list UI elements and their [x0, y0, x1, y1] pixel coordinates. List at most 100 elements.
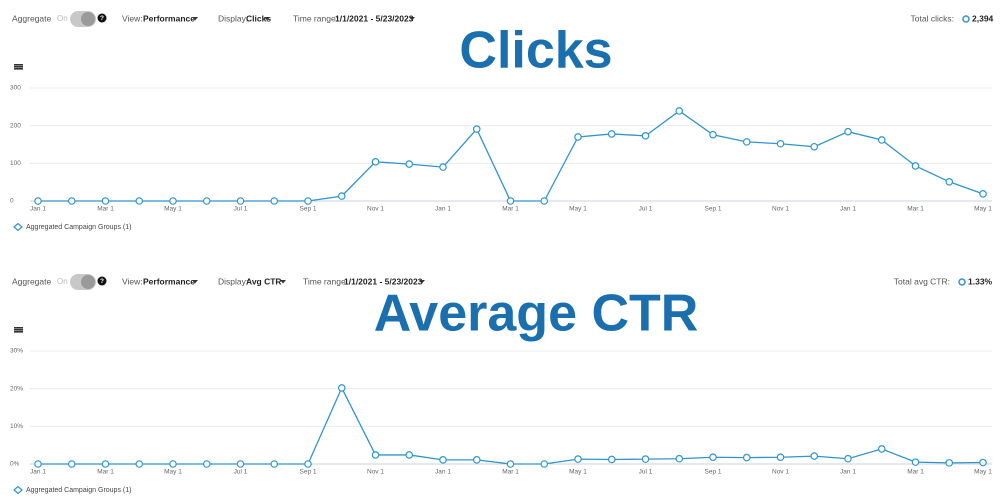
data-point[interactable]: [101, 460, 110, 468]
data-point[interactable]: [979, 458, 987, 467]
data-point[interactable]: [877, 136, 886, 144]
series-line: [38, 110, 984, 202]
data-point[interactable]: [506, 197, 515, 205]
data-point[interactable]: [337, 384, 346, 392]
data-point[interactable]: [742, 453, 751, 462]
menu-icon-bar: [14, 331, 23, 333]
data-point[interactable]: [270, 460, 279, 468]
x-tick-label: Jul 1: [234, 469, 248, 476]
data-point[interactable]: [371, 158, 380, 166]
range-value[interactable]: 1/1/2021 - 5/23/2023: [344, 276, 423, 286]
data-point[interactable]: [709, 130, 717, 139]
data-point[interactable]: [34, 197, 42, 205]
data-point[interactable]: [607, 455, 616, 464]
data-point[interactable]: [844, 454, 852, 463]
data-point[interactable]: [405, 451, 414, 459]
x-tick-label: Jan 1: [435, 206, 451, 213]
data-point[interactable]: [304, 197, 312, 205]
toggle-state: On: [57, 14, 68, 23]
data-point[interactable]: [506, 460, 515, 468]
data-point[interactable]: [34, 460, 42, 468]
x-tick-label: Nov 1: [772, 469, 789, 476]
x-tick-label: Mar 1: [502, 206, 519, 213]
toggle-knob: [81, 275, 95, 289]
y-tick-label: 10%: [10, 423, 23, 430]
data-point[interactable]: [472, 125, 481, 133]
data-point[interactable]: [877, 445, 886, 453]
data-point[interactable]: [979, 190, 987, 198]
view-value[interactable]: Performance: [143, 276, 195, 286]
data-point[interactable]: [574, 133, 582, 141]
dropdown-caret: [192, 280, 198, 284]
help-icon[interactable]: [97, 13, 107, 23]
data-point[interactable]: [641, 132, 650, 140]
menu-icon-bar: [14, 68, 23, 70]
display-value[interactable]: Avg CTR: [246, 276, 282, 286]
data-point[interactable]: [607, 130, 616, 138]
data-point[interactable]: [742, 138, 751, 146]
legend-label[interactable]: Aggregated Campaign Groups (1): [26, 487, 131, 494]
data-point[interactable]: [236, 460, 245, 468]
x-tick-label: Mar 1: [97, 469, 114, 476]
data-point[interactable]: [101, 197, 110, 205]
data-point[interactable]: [169, 460, 177, 468]
data-point[interactable]: [405, 160, 414, 168]
x-tick-label: Jan 1: [840, 469, 856, 476]
data-point[interactable]: [945, 459, 954, 467]
data-point[interactable]: [371, 451, 380, 459]
data-point[interactable]: [675, 454, 684, 463]
data-point[interactable]: [67, 197, 76, 205]
data-point[interactable]: [844, 127, 852, 136]
x-tick-label: Jul 1: [234, 206, 248, 213]
data-point[interactable]: [439, 456, 447, 464]
data-point[interactable]: [135, 197, 144, 205]
data-point[interactable]: [776, 139, 785, 148]
x-tick-label: Jan 1: [30, 469, 46, 476]
x-tick-label: May 1: [974, 469, 992, 476]
x-tick-label: May 1: [974, 206, 992, 213]
range-value[interactable]: 1/1/2021 - 5/23/2023: [335, 13, 414, 23]
data-point[interactable]: [169, 197, 177, 205]
data-point[interactable]: [810, 452, 819, 460]
legend-marker: [13, 485, 23, 495]
data-point[interactable]: [675, 107, 684, 115]
x-tick-label: May 1: [164, 469, 182, 476]
data-point[interactable]: [67, 460, 76, 468]
x-tick-label: Jul 1: [639, 469, 653, 476]
data-point[interactable]: [709, 453, 717, 462]
view-value[interactable]: Performance: [143, 13, 195, 23]
data-point[interactable]: [540, 460, 549, 468]
y-tick-label: 30%: [10, 348, 23, 355]
x-tick-label: Jul 1: [639, 206, 653, 213]
data-point[interactable]: [202, 460, 211, 468]
menu-icon-bar: [14, 327, 23, 329]
legend-label[interactable]: Aggregated Campaign Groups (1): [26, 224, 131, 231]
data-point[interactable]: [574, 455, 582, 463]
data-point[interactable]: [776, 453, 785, 462]
aggregate-label: Aggregate: [12, 13, 51, 23]
total-marker: [962, 15, 970, 23]
data-point[interactable]: [439, 163, 447, 171]
dropdown-caret: [419, 280, 425, 284]
display-value[interactable]: Clicks: [246, 13, 271, 23]
data-point[interactable]: [135, 460, 144, 468]
data-point[interactable]: [236, 197, 245, 205]
display-label: Display:: [218, 276, 248, 286]
data-point[interactable]: [337, 192, 346, 200]
data-point[interactable]: [641, 455, 650, 463]
help-icon[interactable]: [97, 276, 107, 286]
data-point[interactable]: [472, 456, 481, 464]
legend-marker: [13, 222, 23, 232]
menu-icon-bar: [14, 64, 23, 66]
x-tick-label: Sep 1: [300, 469, 317, 476]
data-point[interactable]: [945, 177, 954, 186]
data-point[interactable]: [202, 197, 211, 205]
data-point[interactable]: [270, 197, 279, 205]
x-tick-label: Mar 1: [907, 206, 924, 213]
data-point[interactable]: [540, 197, 549, 205]
data-point[interactable]: [304, 460, 312, 468]
data-point[interactable]: [911, 458, 920, 466]
data-point[interactable]: [810, 142, 819, 151]
x-tick-label: Nov 1: [367, 206, 384, 213]
data-point[interactable]: [911, 162, 920, 170]
